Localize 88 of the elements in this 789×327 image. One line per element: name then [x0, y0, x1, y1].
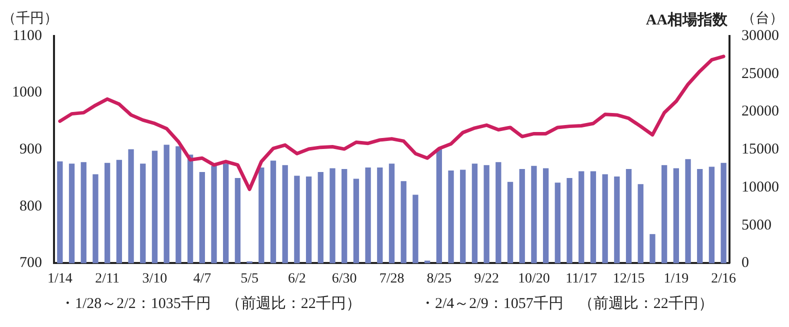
bar: [484, 165, 490, 264]
x-tick-label: 7/28: [379, 271, 404, 286]
bar: [448, 170, 454, 264]
x-tick-label: 10/20: [518, 271, 550, 286]
chart-title: AA相場指数: [646, 11, 728, 28]
bar: [365, 167, 371, 264]
bar: [377, 167, 383, 264]
bar: [661, 165, 668, 264]
bar: [531, 166, 537, 264]
bar: [720, 162, 726, 264]
bar: [650, 234, 656, 264]
bar: [187, 154, 194, 264]
bar: [258, 167, 264, 264]
bar: [57, 161, 63, 264]
bar: [104, 162, 110, 264]
bar: [116, 160, 122, 264]
y2-tick-label: 25000: [742, 66, 779, 82]
text: ・2/4～2/9：1057千円 （前週比：22千円）: [420, 295, 714, 312]
bar: [507, 182, 514, 264]
bar: [436, 149, 442, 264]
bar: [234, 178, 241, 264]
bar: [673, 168, 679, 264]
bar: [318, 172, 324, 264]
y2-tick-label: 20000: [742, 104, 779, 120]
bar: [92, 174, 98, 264]
bar: [294, 176, 300, 264]
bar: [342, 168, 348, 264]
x-tick-label: 3/10: [142, 271, 168, 286]
x-tick-label: 6/30: [332, 271, 357, 286]
bar: [496, 162, 502, 264]
y-tick-label: 900: [20, 142, 42, 158]
y2-tick-label: 15000: [742, 142, 779, 158]
x-tick-label: 2/16: [711, 271, 736, 286]
bar: [353, 178, 360, 264]
y2-tick-label: 5000: [742, 217, 772, 234]
bar: [542, 168, 549, 264]
bar: [152, 150, 158, 264]
bar: [330, 168, 336, 264]
y-tick-label: 700: [20, 255, 42, 272]
bar: [68, 164, 75, 264]
x-tick-label: 1/19: [664, 271, 689, 286]
bar: [460, 170, 466, 264]
x-tick-label: 6/2: [288, 271, 306, 286]
x-tick-label: 4/7: [193, 271, 212, 286]
bar: [282, 165, 288, 264]
bar: [614, 176, 620, 264]
bar: [176, 146, 182, 264]
bar: [270, 160, 276, 264]
bar: [578, 171, 584, 264]
y2-tick-label: 0: [742, 255, 749, 272]
x-tick-label: 2/11: [95, 271, 120, 286]
y2-tick-label: 10000: [742, 179, 779, 196]
y-tick-label: 1100: [12, 28, 42, 44]
y2-tick-label: 30000: [742, 28, 779, 44]
bar: [412, 194, 418, 264]
bar: [685, 159, 691, 264]
bar: [164, 144, 170, 264]
bar: [211, 166, 217, 264]
y-tick-label: 800: [20, 198, 42, 214]
bar: [708, 166, 715, 264]
x-tick-label: 9/22: [474, 271, 499, 286]
x-tick-label: 11/17: [566, 271, 598, 286]
x-tick-label: 12/15: [612, 271, 645, 286]
bar: [80, 162, 86, 264]
bar: [306, 176, 312, 264]
bar: [697, 168, 703, 264]
bar: [519, 168, 525, 264]
bar: [626, 168, 632, 264]
x-tick-label: 5/5: [240, 271, 258, 286]
bar: [388, 164, 395, 264]
y-axis-title: （千円）: [2, 10, 58, 27]
bar: [554, 182, 560, 264]
bar: [140, 164, 146, 264]
bar: [223, 164, 229, 264]
bar: [400, 181, 406, 264]
bar: [638, 184, 644, 264]
bar: [424, 260, 430, 264]
bar: [199, 172, 205, 264]
y-tick-label: 1000: [12, 84, 42, 101]
text: ・1/28～2/2：1035千円 （前週比：22千円）: [60, 295, 361, 312]
bar: [472, 164, 478, 264]
y2-axis-title: （台）: [742, 10, 784, 27]
bar: [128, 149, 134, 264]
x-tick-label: 8/25: [426, 271, 452, 286]
bar: [566, 178, 572, 264]
bar: [602, 174, 608, 264]
bar: [590, 171, 596, 264]
x-tick-label: 1/14: [47, 271, 72, 286]
